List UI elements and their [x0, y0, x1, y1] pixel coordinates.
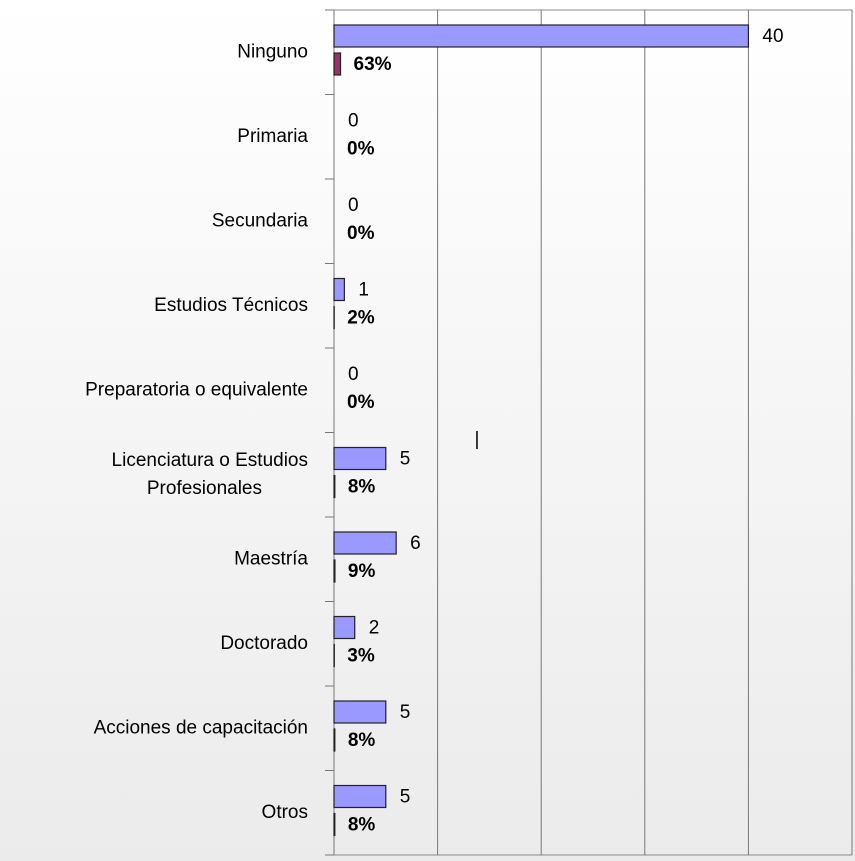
y-tick-label: Primaria — [237, 126, 308, 147]
data-label: 0 — [348, 195, 359, 216]
y-tick-label: Preparatoria o equivalente — [85, 379, 308, 400]
bar — [333, 277, 345, 302]
data-label: 5 — [400, 449, 411, 470]
bar — [333, 446, 387, 471]
data-label: 8% — [348, 477, 376, 498]
bar — [333, 615, 356, 640]
data-label: 0 — [348, 364, 359, 385]
bar — [333, 531, 397, 555]
data-label: 0 — [348, 111, 359, 132]
data-label: 8% — [348, 815, 376, 836]
y-tick-label: Otros — [262, 802, 308, 823]
annotation: | — [475, 429, 480, 450]
y-tick-label: Ninguno — [237, 41, 308, 62]
data-label: 5 — [400, 702, 411, 723]
bar — [333, 52, 342, 76]
data-label: 2 — [369, 618, 380, 639]
data-label: 6 — [410, 533, 421, 554]
data-label: 63% — [354, 54, 392, 75]
data-label: 0% — [347, 139, 375, 160]
bar — [333, 474, 336, 499]
bar — [333, 784, 387, 809]
y-tick-label: Doctorado — [220, 633, 308, 654]
data-label: 3% — [347, 646, 375, 667]
bar — [333, 559, 336, 583]
data-label: 1 — [358, 280, 369, 301]
bar — [333, 24, 749, 48]
y-tick-label: Maestría — [234, 548, 308, 569]
data-label: 8% — [348, 730, 376, 751]
data-label: 2% — [347, 308, 375, 329]
bar — [333, 812, 336, 837]
data-label: 0% — [347, 392, 375, 413]
data-label: 5 — [400, 787, 411, 808]
y-tick-label: Acciones de capacitación — [94, 717, 308, 738]
y-tick-label: Estudios Técnicos — [154, 295, 308, 316]
bar — [333, 728, 336, 752]
y-tick-label: Licenciatura o Estudios Profesionales — [112, 450, 308, 499]
y-tick-label: Secundaria — [212, 210, 309, 231]
bar — [333, 700, 387, 724]
data-label: 40 — [762, 26, 783, 47]
data-label: 9% — [348, 561, 376, 582]
data-label: 0% — [347, 223, 375, 244]
